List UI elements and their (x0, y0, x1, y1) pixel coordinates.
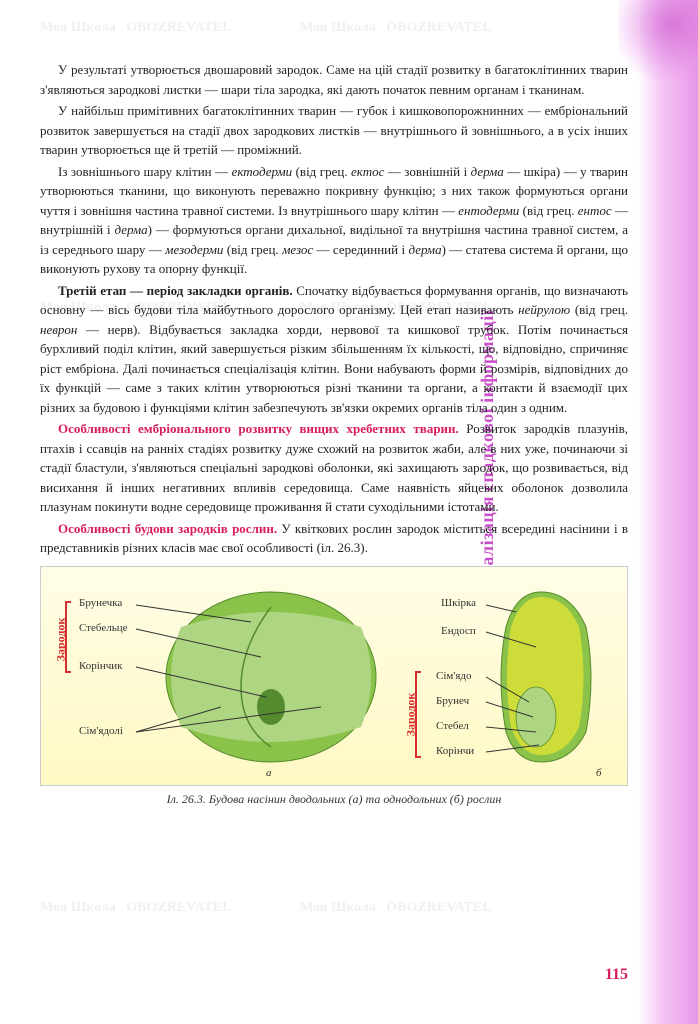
diagram-letter-a: а (266, 767, 272, 779)
label-simyado: Сім'ядо (436, 670, 472, 682)
text: Із зовнішнього шару клітин — (58, 164, 232, 179)
paragraph-3: Із зовнішнього шару клітин — ектодерми (… (40, 162, 628, 279)
term-derma: дерма (408, 242, 441, 257)
page-number: 115 (605, 966, 628, 984)
term-ectos: ектос (351, 164, 384, 179)
term-derma: дерма (114, 222, 147, 237)
text: (від грец. (223, 242, 282, 257)
text: (від грец. (519, 203, 577, 218)
paragraph-1: У результаті утворюється двошаровий заро… (40, 60, 628, 99)
label-stebel: Стебел (436, 720, 469, 732)
term-mesoderm: мезодерми (165, 242, 223, 257)
label-brunechka: Брунечка (79, 597, 122, 609)
term-neurula: нейрулою (518, 302, 570, 317)
seed-diagram: Зародок Брунечка Стебельце Корінчик Сім'… (40, 566, 628, 786)
label-korinchyk: Корінчик (79, 660, 123, 672)
section-heading-plants: Особливості будови зародків рослин. (58, 521, 277, 536)
term-ectoderm: ектодерми (232, 164, 293, 179)
text: (від грец. (570, 302, 628, 317)
text: — серединний і (313, 242, 408, 257)
label-stebeltse: Стебельце (79, 622, 128, 634)
paragraph-2: У найбільш примітивних багатоклітинних т… (40, 101, 628, 160)
paragraph-4: Третій етап — період закладки органів. С… (40, 281, 628, 418)
text: — зовнішній і (384, 164, 470, 179)
text: — нерв). Відбувається закладка хорди, не… (40, 322, 628, 415)
term-entoderm: ентодерми (458, 203, 519, 218)
label-zarodok-left: Зародок (53, 617, 68, 661)
watermark: Моя Школа OBOZREVATEL (300, 900, 492, 916)
label-simyadoli: Сім'ядолі (79, 725, 123, 737)
term-neuron: неврон (40, 322, 77, 337)
main-content: У результаті утворюється двошаровий заро… (0, 0, 698, 827)
label-brunech: Брунеч (436, 695, 469, 707)
label-shkirka: Шкірка (441, 597, 476, 609)
term-mezos: мезос (282, 242, 313, 257)
paragraph-6: Особливості будови зародків рослин. У кв… (40, 519, 628, 558)
stage-heading: Третій етап — період закладки органів. (58, 283, 293, 298)
term-entos: ентос (578, 203, 612, 218)
label-endosp: Ендосп (441, 625, 476, 637)
section-heading-vertebrates: Особливості ембріонального розвитку вищи… (58, 421, 459, 436)
term-derma: дерма (471, 164, 504, 179)
paragraph-5: Особливості ембріонального розвитку вищи… (40, 419, 628, 517)
figure-caption: Іл. 26.3. Будова насінин дводольних (а) … (40, 792, 628, 807)
label-korinchy: Корінчи (436, 745, 474, 757)
text: (від грец. (292, 164, 351, 179)
diagram-letter-b: б (596, 767, 602, 779)
label-zarodok-right: Зародок (403, 692, 418, 736)
watermark: Моя Школа OBOZREVATEL (40, 900, 232, 916)
diagram-svg (41, 567, 629, 787)
